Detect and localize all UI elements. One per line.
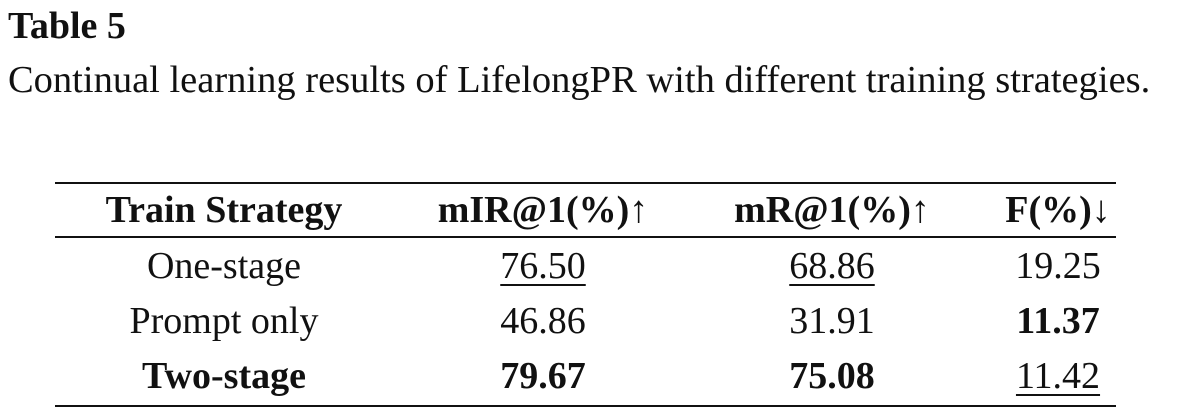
cell: 31.91	[789, 300, 875, 342]
top-rule	[55, 182, 1116, 184]
header-cell: F(%)↓	[1005, 189, 1111, 231]
table-label: Table 5	[8, 5, 126, 47]
mid-rule	[55, 236, 1116, 238]
row-label: Two-stage	[142, 355, 306, 397]
row-label: Prompt only	[129, 300, 319, 342]
cell: 46.86	[500, 300, 586, 342]
header-cell: mIR@1(%)↑	[437, 189, 649, 231]
cell: 11.37	[1016, 300, 1100, 342]
cell: 11.42	[1015, 355, 1101, 397]
cell: 79.67	[500, 355, 586, 397]
cell: 75.08	[789, 355, 875, 397]
row-label: One-stage	[146, 245, 302, 287]
header-cell: Train Strategy	[105, 189, 343, 231]
bottom-rule	[55, 405, 1116, 407]
cell: 76.50	[500, 245, 586, 287]
cell: 68.86	[789, 245, 875, 287]
header-cell: mR@1(%)↑	[734, 189, 930, 231]
cell: 19.25	[1015, 245, 1101, 287]
caption: Continual learning results of LifelongPR…	[8, 59, 1151, 101]
